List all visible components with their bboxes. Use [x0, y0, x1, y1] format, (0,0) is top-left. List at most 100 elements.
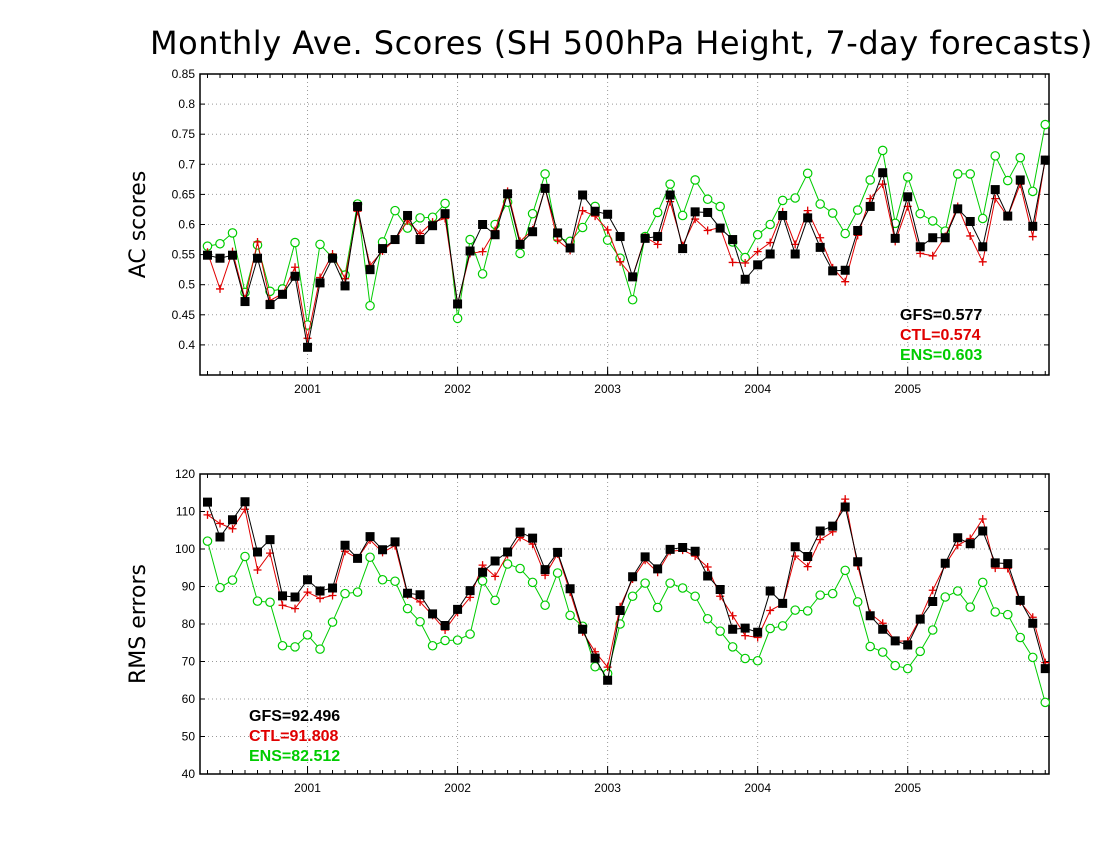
data-point-gfs	[590, 206, 600, 216]
data-point-ctl	[703, 563, 712, 571]
data-point-ens	[977, 577, 988, 588]
data-point-ctl	[803, 206, 812, 215]
data-point-gfs	[303, 575, 313, 585]
data-point-gfs	[228, 250, 238, 260]
data-point-ens	[465, 234, 475, 245]
data-point-gfs	[978, 526, 988, 536]
data-point-ens	[790, 605, 800, 615]
data-point-gfs	[715, 585, 725, 594]
x-tick-label: 2003	[594, 781, 621, 795]
data-point-gfs	[578, 624, 588, 634]
data-point-ens	[577, 222, 588, 233]
data-point-ens	[227, 575, 238, 585]
data-point-ens	[790, 193, 800, 203]
data-point-gfs	[1003, 211, 1013, 221]
data-point-ens	[652, 602, 663, 613]
data-point-ens	[727, 642, 738, 652]
data-point-ens	[827, 588, 838, 599]
data-point-gfs	[503, 547, 513, 557]
data-point-gfs	[365, 265, 375, 275]
data-point-gfs	[290, 271, 300, 281]
data-point-gfs	[953, 533, 963, 543]
data-point-ens	[940, 592, 951, 602]
data-point-ens	[540, 600, 550, 611]
data-point-ctl	[341, 274, 350, 283]
data-point-ens	[965, 602, 976, 612]
x-tick-label: 2004	[744, 781, 771, 795]
data-point-ens	[352, 587, 363, 597]
data-point-ens	[890, 660, 901, 671]
data-point-gfs	[940, 233, 950, 243]
y-axis-label: AC scores	[126, 171, 151, 279]
data-point-gfs	[678, 543, 688, 552]
data-point-ens	[677, 583, 688, 593]
data-point-gfs	[403, 588, 413, 598]
data-point-ens	[515, 248, 525, 259]
data-point-ens	[290, 642, 300, 652]
data-point-ctl	[978, 257, 987, 266]
data-point-gfs	[915, 614, 925, 624]
data-point-ens	[402, 603, 413, 614]
data-point-gfs	[640, 552, 650, 562]
data-point-gfs	[615, 232, 625, 242]
data-point-gfs	[653, 232, 663, 242]
data-point-gfs	[303, 342, 313, 352]
data-point-gfs	[703, 207, 713, 217]
data-point-ctl	[928, 251, 937, 260]
data-point-ens	[865, 175, 875, 185]
x-tick-label: 2005	[894, 382, 921, 396]
data-point-ens	[315, 239, 325, 250]
stat-ens: ENS=0.603	[900, 347, 982, 364]
data-point-ctl	[216, 519, 225, 528]
data-point-ens	[540, 169, 550, 179]
data-point-gfs	[765, 249, 775, 259]
data-point-ens	[1040, 119, 1051, 130]
data-point-gfs	[253, 253, 263, 263]
data-point-gfs	[390, 235, 400, 245]
data-point-ens	[490, 595, 500, 606]
data-point-ctl	[728, 611, 737, 620]
data-point-ens	[965, 169, 976, 179]
data-point-ctl	[703, 226, 712, 235]
data-point-gfs	[815, 242, 825, 252]
data-point-ens	[952, 169, 963, 179]
y-tick-label: 110	[176, 505, 195, 519]
series-line-ctl	[207, 159, 1046, 339]
data-point-gfs	[465, 246, 475, 256]
data-point-ens	[215, 582, 225, 593]
data-point-gfs	[403, 210, 413, 220]
data-point-ens	[452, 313, 463, 324]
data-point-ctl	[728, 258, 737, 267]
data-point-ens	[227, 228, 238, 238]
data-point-ens	[1002, 609, 1013, 620]
data-point-ctl	[791, 552, 800, 561]
data-point-gfs	[578, 190, 588, 200]
data-point-ens	[327, 617, 338, 627]
y-tick-label: 60	[182, 692, 196, 706]
data-point-ctl	[841, 277, 850, 286]
y-tick-label: 0.8	[178, 97, 195, 111]
data-point-gfs	[878, 624, 888, 634]
data-point-gfs	[628, 572, 638, 582]
data-point-gfs	[878, 168, 888, 178]
data-point-gfs	[1040, 664, 1050, 674]
data-point-ens	[815, 590, 825, 600]
data-point-gfs	[278, 289, 288, 299]
data-point-ens	[677, 210, 688, 221]
data-point-gfs	[440, 621, 450, 630]
data-point-ens	[365, 552, 375, 563]
data-point-ctl	[303, 588, 312, 597]
x-tick-label: 2001	[294, 781, 321, 795]
data-point-gfs	[1028, 221, 1038, 231]
data-point-ctl	[241, 505, 250, 514]
data-point-gfs	[428, 609, 438, 619]
x-tick-label: 2004	[744, 382, 771, 396]
data-point-gfs	[753, 260, 763, 270]
data-point-ctl	[303, 334, 312, 343]
data-point-ens	[340, 588, 350, 599]
data-point-ctl	[278, 601, 287, 610]
data-point-ctl	[653, 240, 662, 249]
data-point-ens	[1002, 175, 1013, 186]
data-point-ctl	[328, 591, 337, 600]
data-point-ens	[465, 629, 475, 639]
